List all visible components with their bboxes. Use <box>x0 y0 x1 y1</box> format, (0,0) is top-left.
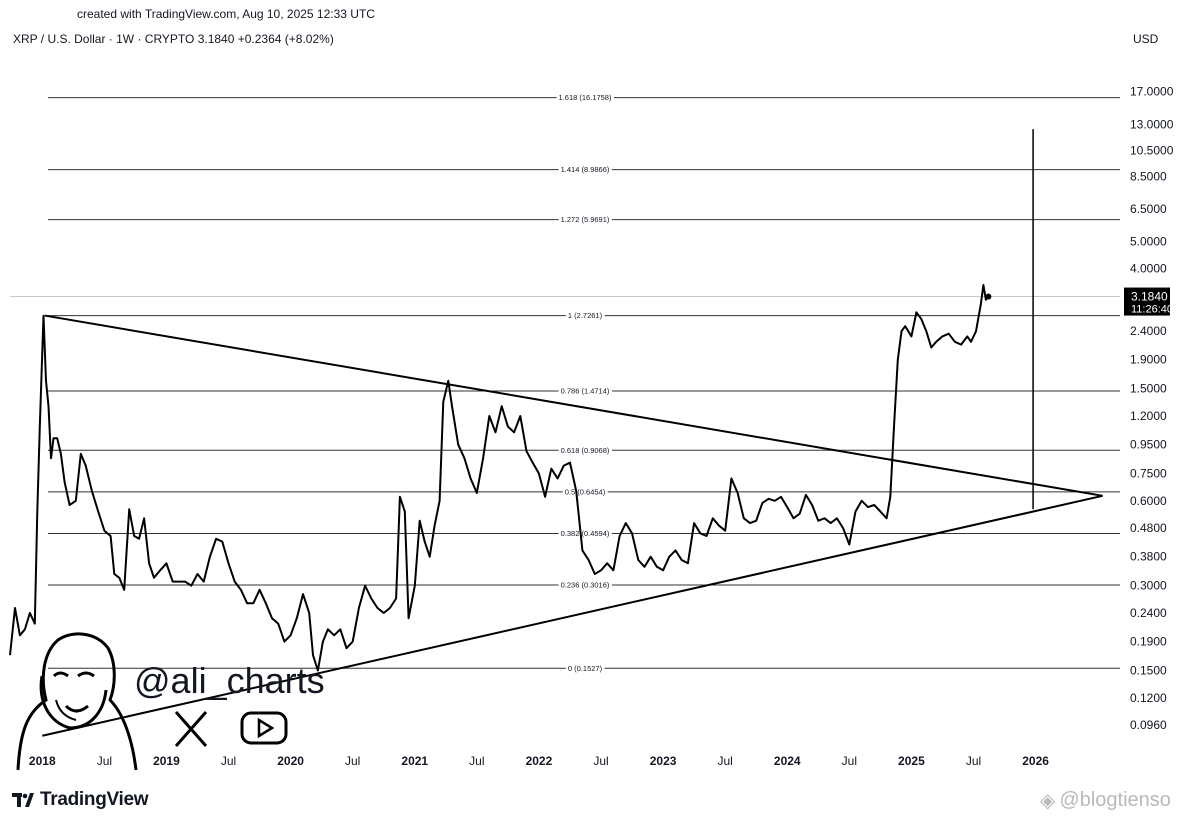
fib-level-label: 0.5 (0.6454) <box>565 487 606 496</box>
price-axis: 17.0000 13.0000 10.5000 8.5000 6.5000 5.0000 4… <box>1130 85 1174 733</box>
fib-label-background <box>558 385 612 397</box>
x-tick-label: Jul <box>345 754 360 768</box>
tradingview-logo[interactable]: TradingView <box>12 789 149 811</box>
y-tick-label: 0.6000 <box>1130 494 1167 508</box>
fib-label-background <box>565 662 605 674</box>
fib-level-label: 1.272 (5.9691) <box>561 215 610 224</box>
youtube-icon <box>240 711 288 745</box>
created-caption: created with TradingView.com, Aug 10, 20… <box>77 7 375 21</box>
y-tick-label: 0.0960 <box>1130 718 1167 732</box>
y-tick-label: 0.3000 <box>1130 579 1167 593</box>
fib-level-label: 1.414 (8.9866) <box>561 165 610 174</box>
fib-level-label: 1.618 (16.1758) <box>559 93 612 102</box>
y-tick-label: 1.5000 <box>1130 382 1167 396</box>
x-tick-label: Jul <box>842 754 857 768</box>
fib-level-label: 0 (0.1527) <box>568 664 603 673</box>
y-tick-label: 2.4000 <box>1130 324 1167 338</box>
x-tick-label: 2020 <box>277 754 304 768</box>
y-tick-label: 1.9000 <box>1130 353 1167 367</box>
watermark: ◈ @blogtienso <box>1040 788 1171 813</box>
fib-label-background <box>565 310 605 322</box>
watermark-text: @blogtienso <box>1059 789 1171 811</box>
x-tick-label: 2018 <box>29 754 56 768</box>
x-tick-label: 2024 <box>774 754 801 768</box>
fib-label-background <box>562 486 608 498</box>
fib-label-background <box>556 92 614 104</box>
symbol-legend[interactable]: XRP / U.S. Dollar · 1W · CRYPTO 3.1840 +… <box>13 32 334 46</box>
y-tick-label: 0.4800 <box>1130 521 1167 535</box>
y-tick-label: 0.2400 <box>1130 606 1167 620</box>
fib-level-label: 1 (2.7261) <box>568 311 603 320</box>
x-tick-label: Jul <box>593 754 608 768</box>
avatar-illustration <box>16 632 138 771</box>
x-tick-label: Jul <box>469 754 484 768</box>
price-tag <box>1124 287 1170 316</box>
currency-label[interactable]: USD <box>1133 32 1159 46</box>
fib-label-background <box>558 528 612 540</box>
x-tick-label: Jul <box>97 754 112 768</box>
fib-label-background <box>558 164 612 176</box>
x-tick-label: Jul <box>221 754 236 768</box>
time-axis: 2018 Jul 2019 Jul 2020 Jul 2021 Jul 2022 Jul 2023 J… <box>29 754 1049 768</box>
y-tick-label: 1.2000 <box>1130 409 1167 423</box>
y-tick-label: 17.0000 <box>1130 85 1174 99</box>
y-tick-label: 4.0000 <box>1130 262 1167 276</box>
y-tick-label: 13.0000 <box>1130 117 1174 131</box>
y-tick-label: 0.1200 <box>1130 691 1167 705</box>
y-tick-label: 5.0000 <box>1130 234 1167 248</box>
y-tick-label: 0.1900 <box>1130 635 1167 649</box>
fib-level-label: 0.382 (0.4594) <box>561 529 610 538</box>
triangle-upper-trendline <box>44 314 1103 497</box>
triangle-trendlines <box>42 129 1103 737</box>
x-tick-label: 2022 <box>526 754 553 768</box>
fib-label-background <box>558 444 612 456</box>
author-handle: @ali_charts <box>134 660 325 701</box>
fib-label-background <box>558 214 612 226</box>
price-series <box>9 284 992 672</box>
y-tick-label: 8.5000 <box>1130 169 1167 183</box>
price-tag-value: 3.1840 <box>1131 290 1168 304</box>
y-tick-label: 0.1500 <box>1130 663 1167 677</box>
fib-label-background <box>558 579 612 591</box>
x-tick-label: Jul <box>966 754 981 768</box>
fib-level-label: 0.618 (0.9068) <box>561 446 610 455</box>
diamond-icon: ◈ <box>1040 790 1056 812</box>
y-tick-label: 0.7500 <box>1130 467 1167 481</box>
x-logo-icon <box>174 711 208 747</box>
y-tick-label: 10.5000 <box>1130 144 1174 158</box>
fib-level-label: 0.236 (0.3016) <box>561 581 610 590</box>
x-tick-label: 2023 <box>650 754 677 768</box>
price-line <box>9 284 990 672</box>
x-tick-label: 2019 <box>153 754 180 768</box>
y-tick-label: 0.3800 <box>1130 550 1167 564</box>
fibonacci-levels: 1.618 (16.1758) 1.414 (8.9866) 1.272 (5.96… <box>10 92 1120 674</box>
triangle-lower-trendline <box>42 494 1103 737</box>
tradingview-logo-icon <box>12 793 34 807</box>
last-price-point <box>985 293 992 300</box>
x-tick-label: 2026 <box>1022 754 1049 768</box>
y-tick-label: 0.9500 <box>1130 438 1167 452</box>
x-tick-label: 2021 <box>401 754 428 768</box>
fib-level-label: 0.786 (1.4714) <box>561 387 610 396</box>
x-tick-label: 2025 <box>898 754 925 768</box>
y-tick-label: 6.5000 <box>1130 202 1167 216</box>
tradingview-logo-text: TradingView <box>40 789 149 810</box>
price-tag-countdown: 11:26:40 <box>1131 304 1173 316</box>
x-tick-label: Jul <box>717 754 732 768</box>
